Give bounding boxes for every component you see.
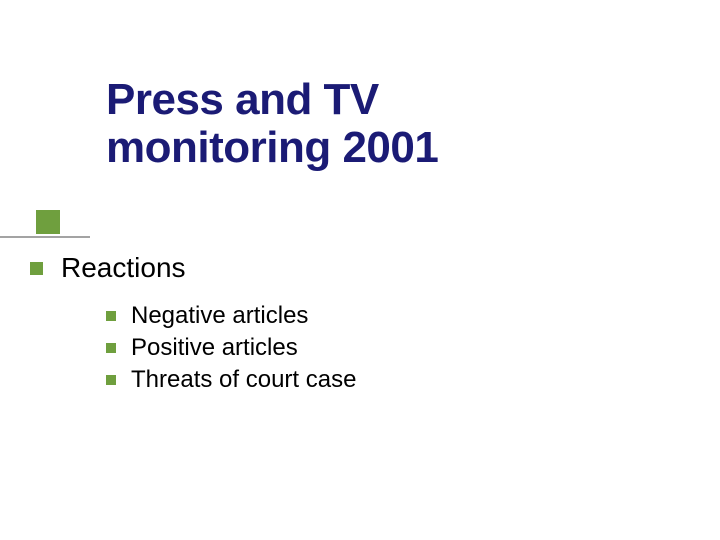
accent-square <box>36 210 60 234</box>
lvl2-text: Threats of court case <box>131 366 356 394</box>
list-item: Positive articles <box>106 334 356 362</box>
title-line-1: Press and TV <box>106 75 379 124</box>
list-item: Negative articles <box>106 302 356 330</box>
title-line-2: monitoring 2001 <box>106 123 438 172</box>
lvl2-text: Positive articles <box>131 334 298 362</box>
body-area: Reactions Negative articles Positive art… <box>30 252 356 398</box>
lvl2-text: Negative articles <box>131 302 308 330</box>
slide: Press and TV monitoring 2001 Reactions N… <box>0 0 720 540</box>
accent-underline <box>0 236 90 238</box>
square-bullet-icon <box>30 262 43 275</box>
square-bullet-icon <box>106 311 116 321</box>
list-item: Threats of court case <box>106 366 356 394</box>
sub-list: Negative articles Positive articles Thre… <box>106 302 356 394</box>
square-bullet-icon <box>106 375 116 385</box>
square-bullet-icon <box>106 343 116 353</box>
list-item: Reactions <box>30 252 356 284</box>
slide-title: Press and TV monitoring 2001 <box>106 76 438 173</box>
lvl1-text: Reactions <box>61 252 186 284</box>
